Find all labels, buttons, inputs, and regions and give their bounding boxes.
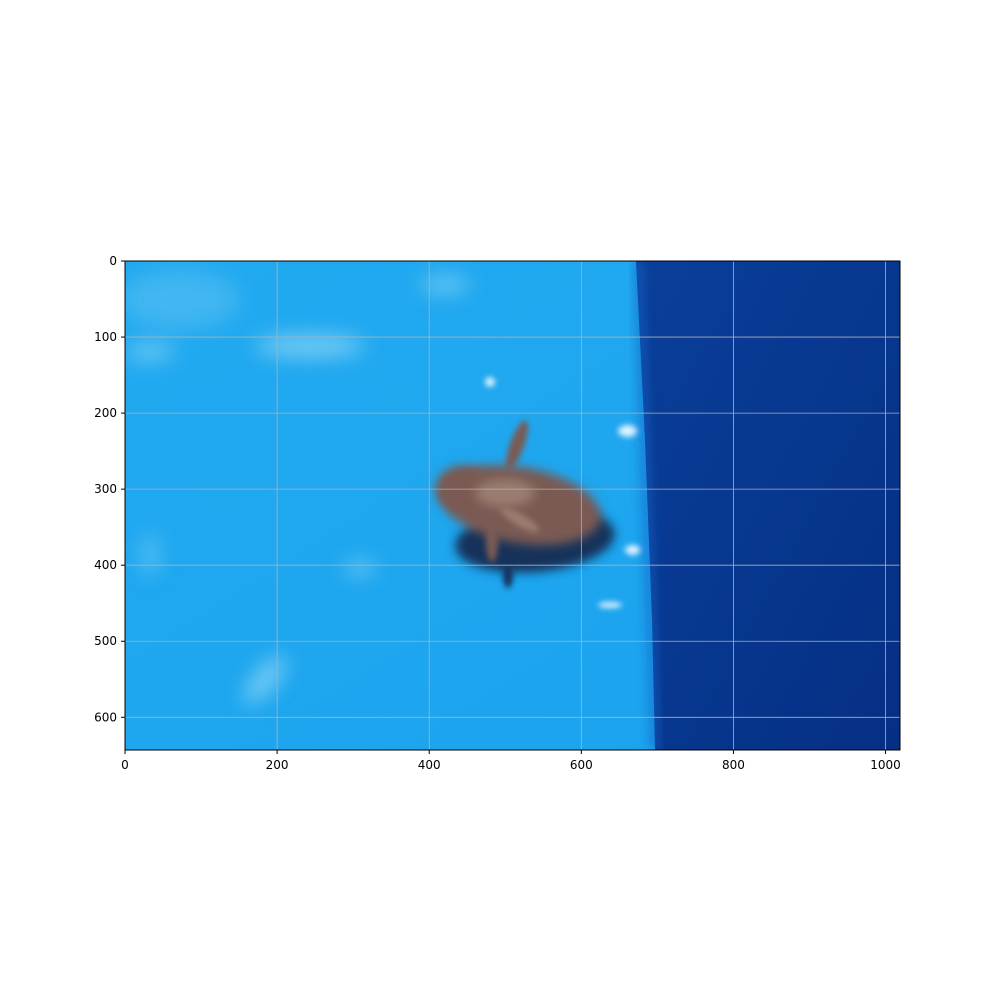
insect-leg (505, 420, 529, 470)
insect (436, 420, 615, 588)
y-axis: 0 100 200 300 400 500 600 (94, 254, 125, 724)
y-tick-label: 400 (94, 558, 117, 572)
grid-lines (124, 260, 900, 750)
x-axis: 0 200 400 600 800 1000 (121, 750, 901, 772)
y-tick-label: 100 (94, 330, 117, 344)
y-tick-label: 500 (94, 634, 117, 648)
water-deep-area (636, 261, 900, 750)
plot-frame (124, 260, 901, 751)
water-highlights (125, 270, 470, 705)
insect-leg (500, 507, 540, 533)
insect-head (436, 466, 488, 510)
insect-leg (486, 522, 498, 562)
y-tick-label: 300 (94, 482, 117, 496)
insect-highlight (475, 479, 535, 507)
y-tick-label: 200 (94, 406, 117, 420)
x-tick-label: 0 (121, 758, 129, 772)
x-tick-label: 400 (418, 758, 441, 772)
deep-edge-blur (633, 261, 660, 750)
water-sparkles (485, 377, 641, 608)
insect-leg (503, 564, 513, 588)
x-tick-label: 1000 (870, 758, 901, 772)
x-tick-label: 800 (722, 758, 745, 772)
y-tick-label: 600 (94, 710, 117, 724)
y-tick-label: 0 (109, 254, 117, 268)
photo (125, 261, 900, 750)
x-tick-label: 200 (266, 758, 289, 772)
x-tick-label: 600 (570, 758, 593, 772)
